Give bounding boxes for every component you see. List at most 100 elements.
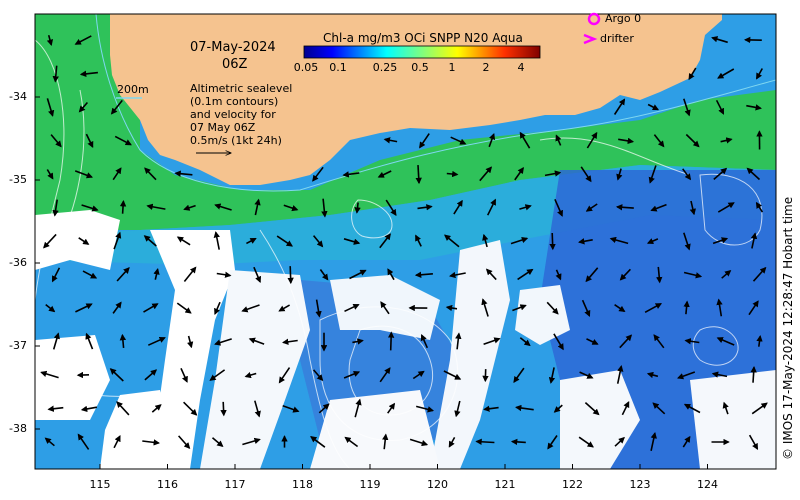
velocity-arrow <box>722 401 729 415</box>
velocity-arrow <box>278 367 291 384</box>
velocity-arrow <box>650 431 657 451</box>
colorbar-tick-label: 0.25 <box>372 61 398 74</box>
velocity-arrow <box>74 35 92 45</box>
info-line: (0.1m contours) <box>190 95 279 108</box>
velocity-arrow <box>283 204 299 212</box>
velocity-arrow <box>344 436 359 448</box>
velocity-arrow <box>475 438 495 445</box>
velocity-arrow <box>52 199 59 217</box>
velocity-arrow <box>344 303 360 313</box>
latitude-tick-label: -38 <box>9 422 27 435</box>
velocity-arrow <box>213 231 220 250</box>
info-text: Altimetric sealevel (0.1m contours) and … <box>190 82 292 147</box>
longitude-tick-label: 123 <box>629 478 651 491</box>
velocity-arrow <box>214 301 221 315</box>
velocity-arrow <box>246 237 257 245</box>
velocity-arrow <box>153 268 160 280</box>
cloud-gap <box>690 370 776 469</box>
velocity-arrow <box>618 137 635 145</box>
longitude-tick-label: 119 <box>359 478 381 491</box>
velocity-arrow <box>450 136 467 145</box>
velocity-arrow <box>614 436 625 447</box>
velocity-arrow <box>653 334 665 349</box>
colorbar-tick-label: 1 <box>448 61 456 74</box>
axis-tick-marks <box>35 96 708 469</box>
velocity-arrow <box>387 402 396 414</box>
velocity-arrow <box>52 332 60 350</box>
velocity-arrow <box>756 68 763 80</box>
velocity-arrow <box>750 366 757 383</box>
velocity-arrow <box>46 98 55 117</box>
velocity-arrow <box>712 237 729 245</box>
velocity-arrow <box>77 433 90 450</box>
velocity-arrow <box>343 238 361 245</box>
velocity-arrow <box>40 370 59 379</box>
velocity-arrow <box>519 337 531 347</box>
velocity-arrow <box>546 301 559 315</box>
velocity-arrow <box>485 268 497 281</box>
velocity-arrow <box>750 232 758 249</box>
velocity-arrow <box>144 369 158 381</box>
velocity-arrow <box>74 170 93 179</box>
argo-legend-label: Argo 0 <box>605 12 642 25</box>
cloud-gap <box>35 210 120 270</box>
velocity-arrow <box>717 202 735 213</box>
velocity-arrow <box>415 234 422 247</box>
velocity-arrow <box>682 435 691 448</box>
velocity-arrow <box>354 398 362 418</box>
velocity-arrow <box>448 437 456 448</box>
velocity-arrow <box>253 266 262 283</box>
velocity-arrow <box>683 300 690 315</box>
velocity-arrow <box>748 300 759 316</box>
velocity-arrow <box>746 167 761 181</box>
velocity-arrow <box>176 302 192 314</box>
velocity-arrow <box>144 167 157 181</box>
velocity-arrow <box>379 367 391 383</box>
velocity-arrow <box>751 402 768 415</box>
velocity-arrow <box>512 304 527 312</box>
velocity-arrow <box>214 203 232 211</box>
velocity-arrow <box>116 267 130 282</box>
velocity-arrow <box>619 334 633 349</box>
land-mass <box>35 14 722 185</box>
velocity-arrow <box>113 435 121 449</box>
velocity-arrow <box>414 271 433 278</box>
velocity-arrow <box>449 271 466 279</box>
velocity-arrow <box>315 299 322 318</box>
velocity-arrow <box>683 403 701 414</box>
velocity-arrow <box>685 133 700 148</box>
velocity-arrow <box>45 303 56 313</box>
bathymetry-200m-contour <box>95 14 776 192</box>
velocity-arrow <box>482 233 489 248</box>
velocity-arrow <box>646 371 659 379</box>
velocity-arrow <box>748 434 759 451</box>
velocity-arrow <box>220 401 227 417</box>
colorbar-tick-label: 0.1 <box>329 61 347 74</box>
velocity-arrow <box>214 338 232 346</box>
velocity-arrow <box>585 203 598 212</box>
velocity-arrow <box>180 367 188 383</box>
velocity-arrow <box>412 370 425 380</box>
longitude-tick-label: 122 <box>562 478 583 491</box>
velocity-arrow <box>446 170 459 178</box>
colorbar-tick-label: 0.5 <box>411 61 429 74</box>
velocity-arrow <box>321 198 328 218</box>
velocity-arrow <box>116 401 130 416</box>
velocity-arrow <box>513 367 525 383</box>
velocity-arrow <box>621 401 630 416</box>
velocity-arrow <box>519 131 531 149</box>
velocity-arrow <box>614 304 626 313</box>
velocity-arrow <box>716 298 723 317</box>
velocity-arrow <box>584 402 600 416</box>
velocity-arrow <box>242 437 261 446</box>
velocity-arrow <box>646 238 659 245</box>
colorbar-tick-label: 0.05 <box>293 61 319 74</box>
velocity-arrow <box>519 204 532 211</box>
velocity-arrow <box>187 335 194 349</box>
colorbar-title: Chl-a mg/m3 OCi SNPP N20 Aqua <box>323 31 523 45</box>
velocity-arrow <box>554 198 563 217</box>
velocity-arrow <box>241 304 260 313</box>
velocity-arrow <box>183 266 197 282</box>
velocity-arrow <box>216 271 232 278</box>
velocity-arrow <box>146 203 166 210</box>
